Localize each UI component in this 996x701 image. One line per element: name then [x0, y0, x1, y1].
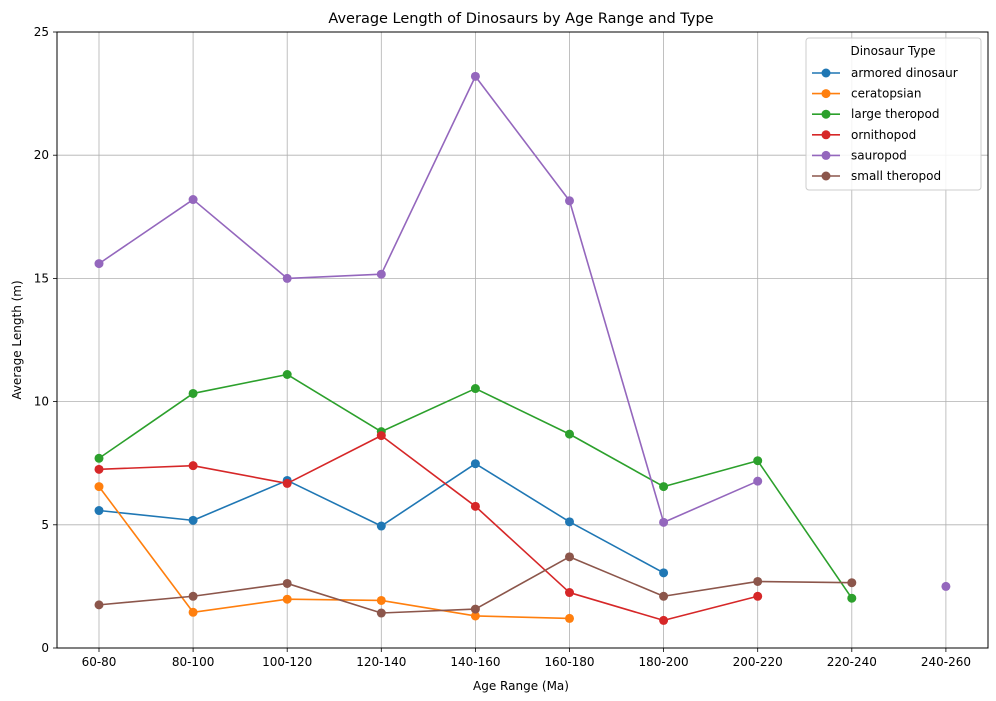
y-tick-label: 5 — [41, 518, 49, 532]
x-tick-label: 240-260 — [921, 655, 971, 669]
data-point — [282, 273, 292, 283]
legend-marker — [821, 130, 831, 140]
data-point — [753, 576, 763, 586]
x-tick-label: 60-80 — [82, 655, 117, 669]
data-point — [470, 604, 480, 614]
data-point — [376, 431, 386, 441]
series-line — [98, 75, 759, 524]
chart-title: Average Length of Dinosaurs by Age Range… — [328, 11, 713, 27]
legend-item: ceratopsian — [812, 87, 921, 101]
legend-label: sauropod — [851, 148, 907, 162]
data-point — [94, 506, 104, 516]
x-tick-label: 220-240 — [827, 655, 877, 669]
data-point — [565, 552, 574, 562]
x-tick-label: 180-200 — [639, 655, 689, 669]
data-point — [565, 613, 574, 623]
data-point — [376, 595, 386, 605]
data-point — [94, 482, 104, 492]
y-tick-label: 15 — [34, 271, 49, 285]
data-point — [282, 369, 292, 379]
data-point — [659, 482, 669, 492]
legend-label: small theropod — [851, 169, 941, 183]
x-tick-label: 140-160 — [450, 655, 500, 669]
data-point — [376, 269, 386, 279]
data-point — [470, 71, 480, 81]
legend-label: large theropod — [851, 107, 940, 121]
x-axis: 60-80 80-100 100-120 120-140 140-160 160-180 1… — [82, 648, 971, 669]
data-point — [94, 259, 104, 269]
data-point — [470, 611, 480, 621]
legend-marker — [821, 109, 831, 119]
data-point — [659, 517, 669, 527]
y-axis-title: Average Length (m) — [10, 280, 24, 399]
x-axis-title: Age Range (Ma) — [473, 679, 569, 693]
data-point — [282, 594, 292, 604]
series-small-theropod — [94, 552, 857, 618]
x-tick-label: 120-140 — [356, 655, 406, 669]
series-ornithopod — [94, 431, 763, 625]
data-point — [470, 459, 480, 469]
y-tick-label: 20 — [34, 148, 49, 162]
data-point — [188, 591, 198, 601]
data-point — [659, 568, 669, 578]
data-point — [94, 453, 104, 463]
legend-label: armored dinosaur — [851, 66, 958, 80]
legend-title: Dinosaur Type — [850, 44, 935, 58]
legend-item: large theropod — [812, 107, 940, 121]
series-line — [98, 434, 758, 622]
legend-marker — [821, 150, 831, 160]
data-point — [847, 578, 857, 588]
data-point — [753, 476, 763, 486]
data-point — [376, 521, 386, 531]
y-tick-label: 0 — [41, 641, 49, 655]
legend: Dinosaur Type armored dinosaur ceratopsia… — [805, 37, 982, 191]
y-tick-label: 25 — [34, 25, 49, 39]
data-point — [565, 588, 574, 598]
data-point — [282, 578, 292, 588]
x-tick-label: 80-100 — [172, 655, 215, 669]
data-point — [470, 501, 480, 511]
legend-marker — [821, 89, 831, 99]
series-sauropod — [94, 71, 951, 591]
legend-item: armored dinosaur — [812, 66, 958, 80]
legend-item: ornithopod — [812, 128, 916, 142]
x-tick-label: 100-120 — [262, 655, 312, 669]
data-point — [188, 461, 198, 471]
data-point — [188, 195, 198, 205]
data-point — [659, 591, 669, 601]
x-tick-label: 200-220 — [733, 655, 783, 669]
data-point — [188, 607, 198, 617]
legend-label: ornithopod — [851, 128, 916, 142]
legend-label: ceratopsian — [851, 87, 921, 101]
data-point — [565, 517, 574, 527]
data-point — [565, 196, 574, 206]
y-tick-label: 10 — [34, 395, 49, 409]
series-layer — [94, 71, 951, 625]
y-axis: 0 5 10 15 20 25 — [34, 25, 57, 655]
legend-marker — [821, 68, 831, 78]
data-point — [188, 515, 198, 525]
series-ceratopsian — [94, 482, 574, 623]
legend-marker — [821, 171, 831, 181]
data-point — [753, 456, 763, 466]
data-point — [565, 429, 574, 439]
data-point — [188, 388, 198, 398]
data-point — [753, 591, 763, 601]
plot-frame — [56, 31, 989, 649]
data-point — [94, 464, 104, 474]
legend-items: armored dinosaur ceratopsian large theropo… — [812, 66, 958, 183]
data-point — [376, 608, 386, 618]
data-point — [470, 384, 480, 394]
data-point — [659, 615, 669, 625]
data-point — [941, 581, 951, 591]
legend-item: small theropod — [812, 169, 941, 183]
legend-item: sauropod — [812, 148, 907, 162]
series-line — [98, 486, 570, 620]
data-point — [847, 593, 857, 603]
data-point — [282, 478, 292, 488]
x-tick-label: 160-180 — [544, 655, 594, 669]
legend-box — [805, 37, 982, 191]
data-point — [94, 600, 104, 610]
